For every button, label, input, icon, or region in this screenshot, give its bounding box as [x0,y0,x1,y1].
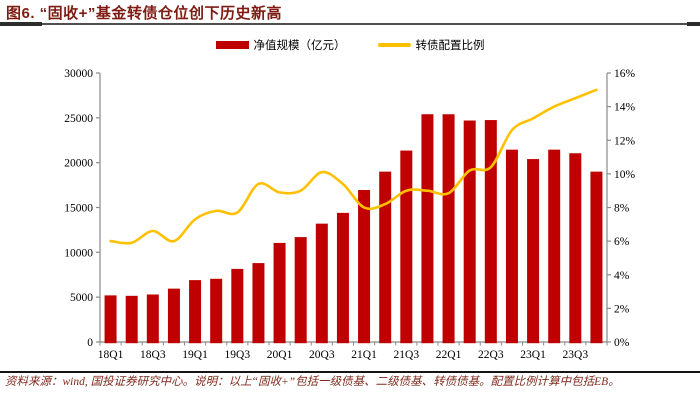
underline-left-cap [0,22,42,26]
left-axis: 0 5000 10000 15000 20000 25000 30000 [64,68,100,349]
x-axis-label: 21Q1 [351,349,377,361]
bar-series-swatch [215,41,249,49]
underline-right-cap [687,22,700,26]
left-axis-label: 25000 [64,113,93,125]
right-axis: 0% 2% 4% 6% 8% 10% 12% 14% 16% [607,68,636,349]
bar-20Q1 [273,242,286,344]
right-axis-label: 16% [614,68,636,80]
right-axis-label: 12% [614,135,636,147]
right-axis-label: 4% [614,270,630,282]
x-axis-label: 19Q3 [225,349,251,361]
x-axis-label: 23Q1 [520,349,546,361]
right-axis-label: 8% [614,203,630,215]
source-note: 资料来源：wind, 国投证券研究中心。说明：以上“固收+”包括一级债基、二级债… [5,376,620,388]
x-axis-label: 22Q3 [478,349,504,361]
line-series-swatch [377,43,411,47]
bar-23Q2 [548,149,561,344]
legend-item-net-value: 净值规模（亿元） [215,37,346,53]
bar-23Q3 [569,153,582,344]
bar-19Q1 [189,280,202,344]
x-axis-label: 19Q1 [182,349,208,361]
figure-title: 图6. “固收+”基金转债仓位创下历史新高 [6,5,282,22]
bar-20Q2 [294,237,307,344]
bar-20Q3 [315,223,328,344]
right-axis-label: 2% [614,303,630,315]
bar-19Q4 [252,263,265,344]
right-axis-label: 10% [614,169,636,181]
bar-21Q2 [379,171,392,344]
bar-18Q2 [125,295,138,344]
bar-19Q2 [210,278,223,344]
x-axis-label: 20Q3 [309,349,335,361]
bar-22Q4 [505,149,518,344]
bar-22Q2 [463,120,476,344]
bar-18Q4 [167,288,180,344]
left-axis-label: 20000 [64,158,93,170]
legend-item-allocation-ratio: 转债配置比例 [377,37,485,53]
footer-divider [0,371,700,373]
bar-23Q1 [527,159,540,344]
bar-22Q1 [442,114,455,344]
chart-legend: 净值规模（亿元） 转债配置比例 [0,37,700,53]
bar-19Q3 [231,268,244,344]
bar-23Q4 [590,171,603,344]
bar-21Q3 [400,150,413,344]
x-axis: 18Q1 18Q3 19Q1 19Q3 20Q1 20Q3 21Q1 21Q3 22Q1 22Q3… [98,342,608,361]
x-axis-label: 20Q1 [267,349,293,361]
bar-series [104,114,603,344]
x-axis-label: 18Q1 [98,349,124,361]
allocation-ratio-line [109,88,598,245]
bar-20Q4 [336,212,349,344]
left-axis-label: 15000 [64,203,93,215]
bar-18Q1 [104,295,117,344]
right-axis-label: 6% [614,236,630,248]
title-underline [0,22,700,26]
line-series [109,88,598,245]
bar-18Q3 [146,294,159,344]
right-axis-label: 0% [614,337,630,349]
bar-21Q4 [421,114,434,344]
x-axis-label: 18Q3 [140,349,166,361]
bar-22Q3 [484,120,497,344]
x-axis-label: 22Q1 [436,349,462,361]
left-axis-label: 0 [87,337,93,349]
left-axis-label: 10000 [64,247,93,259]
left-axis-label: 30000 [64,68,93,80]
x-axis-label: 21Q3 [394,349,420,361]
right-axis-label: 14% [614,102,636,114]
legend-label-allocation-ratio: 转债配置比例 [415,40,485,52]
legend-label-net-value: 净值规模（亿元） [253,40,346,52]
bar-21Q1 [358,190,371,344]
left-axis-label: 5000 [70,292,93,304]
x-axis-label: 23Q3 [563,349,589,361]
